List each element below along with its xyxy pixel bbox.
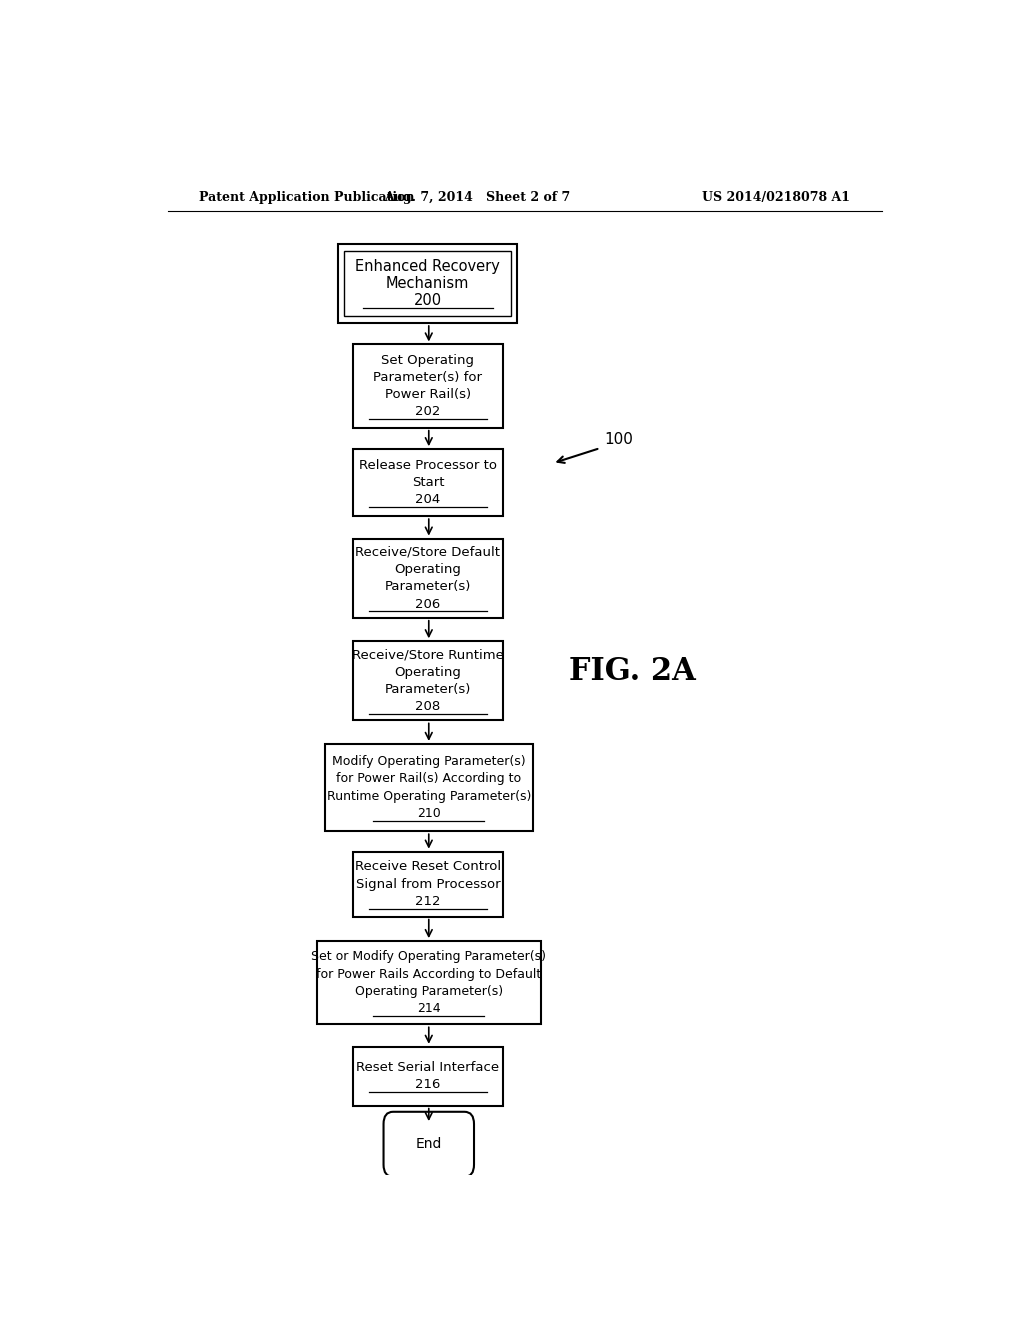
- Text: for Power Rail(s) According to: for Power Rail(s) According to: [336, 772, 521, 785]
- Text: 212: 212: [415, 895, 440, 908]
- Text: Enhanced Recovery: Enhanced Recovery: [355, 259, 500, 273]
- Text: Release Processor to: Release Processor to: [359, 459, 497, 471]
- Text: Parameter(s): Parameter(s): [385, 682, 471, 696]
- Bar: [352, 449, 504, 516]
- Bar: [352, 642, 504, 721]
- Text: Signal from Processor: Signal from Processor: [355, 878, 501, 891]
- Text: Set or Modify Operating Parameter(s): Set or Modify Operating Parameter(s): [311, 950, 546, 964]
- Bar: [325, 744, 532, 832]
- Text: Parameter(s): Parameter(s): [385, 581, 471, 593]
- Text: Receive/Store Runtime: Receive/Store Runtime: [352, 648, 504, 661]
- Text: 210: 210: [417, 807, 440, 820]
- Text: Operating: Operating: [394, 564, 462, 576]
- Text: Modify Operating Parameter(s): Modify Operating Parameter(s): [332, 755, 525, 768]
- Text: 202: 202: [416, 405, 440, 418]
- Text: Set Operating: Set Operating: [382, 354, 474, 367]
- Text: 208: 208: [416, 700, 440, 713]
- Text: Mechanism: Mechanism: [386, 276, 469, 290]
- Bar: [352, 851, 504, 916]
- Bar: [316, 941, 541, 1024]
- FancyBboxPatch shape: [384, 1111, 474, 1177]
- Text: FIG. 2A: FIG. 2A: [568, 656, 695, 688]
- Text: Operating Parameter(s): Operating Parameter(s): [354, 985, 503, 998]
- Text: End: End: [416, 1138, 442, 1151]
- Text: 216: 216: [416, 1078, 440, 1092]
- Text: Aug. 7, 2014   Sheet 2 of 7: Aug. 7, 2014 Sheet 2 of 7: [384, 190, 570, 203]
- Text: Parameter(s) for: Parameter(s) for: [374, 371, 482, 384]
- Text: 214: 214: [417, 1002, 440, 1015]
- Text: 204: 204: [416, 494, 440, 507]
- Bar: [344, 251, 511, 315]
- Text: 206: 206: [416, 598, 440, 611]
- Text: Start: Start: [412, 477, 444, 490]
- Text: for Power Rails According to Default: for Power Rails According to Default: [316, 968, 542, 981]
- Text: 200: 200: [414, 293, 441, 308]
- Text: Receive Reset Control: Receive Reset Control: [355, 861, 501, 874]
- Text: Receive/Store Default: Receive/Store Default: [355, 545, 501, 558]
- Text: Operating: Operating: [394, 665, 462, 678]
- Text: US 2014/0218078 A1: US 2014/0218078 A1: [702, 190, 850, 203]
- Bar: [352, 1047, 504, 1106]
- Bar: [352, 539, 504, 618]
- Text: Power Rail(s): Power Rail(s): [385, 388, 471, 401]
- Text: Runtime Operating Parameter(s): Runtime Operating Parameter(s): [327, 789, 531, 803]
- Bar: [352, 345, 504, 428]
- Text: Reset Serial Interface: Reset Serial Interface: [356, 1061, 500, 1074]
- Text: Patent Application Publication: Patent Application Publication: [200, 190, 415, 203]
- Bar: [338, 244, 517, 323]
- Text: 100: 100: [604, 433, 633, 447]
